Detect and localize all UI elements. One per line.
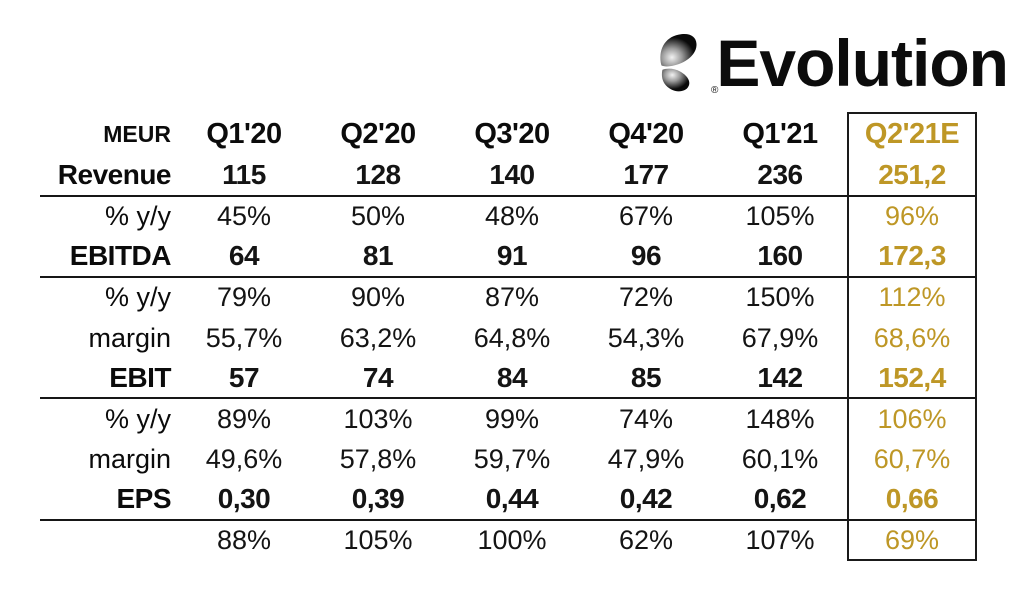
- table-row: EBIT 57 74 84 85 142 152,4: [40, 359, 977, 399]
- quarter-header-cell: Q3'20: [474, 117, 550, 150]
- row-label: % y/y: [104, 403, 171, 434]
- cell: 0,62: [753, 483, 807, 515]
- cell: 88%: [216, 525, 272, 556]
- cell: 55,7%: [205, 322, 283, 353]
- cell: 0,42: [619, 483, 673, 515]
- cell: 0,39: [351, 483, 405, 515]
- evolution-double-leaf-icon: ®: [656, 31, 718, 96]
- quarter-header-cell: Q1'20: [206, 117, 282, 150]
- cell: 236: [757, 159, 803, 191]
- cell: 64,8%: [473, 322, 551, 353]
- registered-trademark-symbol: ®: [710, 85, 719, 96]
- cell: 67,9%: [741, 322, 819, 353]
- cell: 0,66: [885, 483, 939, 515]
- cell: 63,2%: [339, 322, 417, 353]
- cell: 128: [355, 159, 401, 191]
- table-row: EPS 0,30 0,39 0,44 0,42 0,62 0,66: [40, 480, 977, 521]
- cell: 0,30: [217, 483, 271, 515]
- cell: 115: [222, 159, 266, 191]
- quarter-header-cell: Q4'20: [608, 117, 684, 150]
- cell: 74%: [618, 403, 674, 434]
- cell: 152,4: [878, 361, 946, 393]
- cell: 85: [630, 361, 662, 393]
- cell: 81: [362, 240, 394, 272]
- row-label: % y/y: [104, 201, 171, 232]
- row-label: margin: [88, 322, 171, 353]
- cell: 57,8%: [339, 444, 417, 475]
- cell: 45%: [216, 201, 272, 232]
- cell: 103%: [343, 403, 413, 434]
- cell: 96%: [884, 201, 940, 232]
- quarter-header-cell: Q2'21E: [864, 117, 960, 150]
- cell: 105%: [745, 201, 815, 232]
- cell: 79%: [216, 282, 272, 313]
- cell: 89%: [216, 403, 272, 434]
- cell: 60,1%: [741, 444, 819, 475]
- cell: 150%: [745, 282, 815, 313]
- row-label: EBITDA: [69, 240, 172, 272]
- cell: 112%: [878, 282, 946, 313]
- table-row: 88% 105% 100% 62% 107% 69%: [40, 521, 977, 562]
- cell: 74: [362, 361, 394, 393]
- cell: 140: [489, 159, 535, 191]
- cell: 99%: [484, 403, 540, 434]
- cell: 68,6%: [873, 322, 951, 353]
- cell: 62%: [618, 525, 674, 556]
- cell: 148%: [745, 403, 815, 434]
- table-row: % y/y 79% 90% 87% 72% 150% 112%: [40, 278, 977, 319]
- cell: 251,2: [878, 159, 946, 191]
- cell: 54,3%: [607, 322, 685, 353]
- cell: 91: [496, 240, 528, 272]
- cell: 67%: [618, 201, 674, 232]
- cell: 57: [228, 361, 260, 393]
- cell: 49,6%: [205, 444, 283, 475]
- cell: 142: [757, 361, 803, 393]
- cell: 96: [630, 240, 662, 272]
- table-row: margin 55,7% 63,2% 64,8% 54,3% 67,9% 68,6%: [40, 318, 977, 359]
- cell: 177: [623, 159, 669, 191]
- row-label: % y/y: [104, 282, 171, 313]
- cell: 106%: [877, 403, 947, 434]
- cell: 60,7%: [873, 444, 951, 475]
- unit-header-cell: MEUR: [103, 120, 171, 147]
- cell: 64: [228, 240, 260, 272]
- quarter-header-cell: Q1'21: [742, 117, 818, 150]
- row-label: EPS: [116, 483, 171, 515]
- cell: 100%: [477, 525, 547, 556]
- cell: 72%: [618, 282, 674, 313]
- quarter-header-cell: Q2'20: [340, 117, 416, 150]
- row-label: margin: [88, 444, 171, 475]
- cell: 90%: [350, 282, 406, 313]
- cell: 160: [757, 240, 803, 272]
- evolution-logo: ® Evolution: [656, 26, 1009, 100]
- table-row: % y/y 45% 50% 48% 67% 105% 96%: [40, 197, 977, 238]
- cell: 172,3: [878, 240, 946, 272]
- table-header-row: MEUR Q1'20 Q2'20 Q3'20 Q4'20 Q1'21 Q2'21E: [40, 112, 977, 156]
- cell: 48%: [484, 201, 540, 232]
- table-row: EBITDA 64 81 91 96 160 172,3: [40, 237, 977, 278]
- cell: 50%: [350, 201, 406, 232]
- cell: 69%: [884, 525, 940, 556]
- row-label: Revenue: [57, 159, 172, 191]
- table-row: % y/y 89% 103% 99% 74% 148% 106%: [40, 399, 977, 440]
- cell: 87%: [484, 282, 540, 313]
- table-row: Revenue 115 128 140 177 236 251,2: [40, 156, 977, 197]
- cell: 0,44: [485, 483, 539, 515]
- row-label: EBIT: [109, 361, 171, 393]
- cell: 105%: [343, 525, 413, 556]
- cell: 107%: [745, 525, 815, 556]
- cell: 47,9%: [607, 444, 685, 475]
- quarterly-results-table: MEUR Q1'20 Q2'20 Q3'20 Q4'20 Q1'21 Q2'21E Reven…: [40, 112, 977, 561]
- cell: 59,7%: [473, 444, 551, 475]
- table-row: margin 49,6% 57,8% 59,7% 47,9% 60,1% 60,7%: [40, 440, 977, 481]
- cell: 84: [496, 361, 528, 393]
- brand-name: Evolution: [716, 26, 1009, 100]
